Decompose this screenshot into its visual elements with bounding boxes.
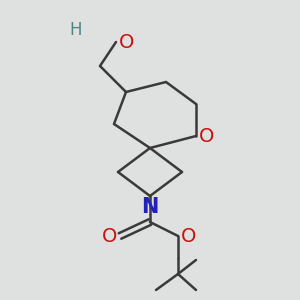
Text: H: H bbox=[70, 21, 82, 39]
Text: O: O bbox=[181, 226, 197, 245]
Text: O: O bbox=[199, 127, 214, 146]
Text: N: N bbox=[141, 197, 159, 217]
Text: O: O bbox=[102, 226, 117, 245]
Text: O: O bbox=[119, 32, 134, 52]
